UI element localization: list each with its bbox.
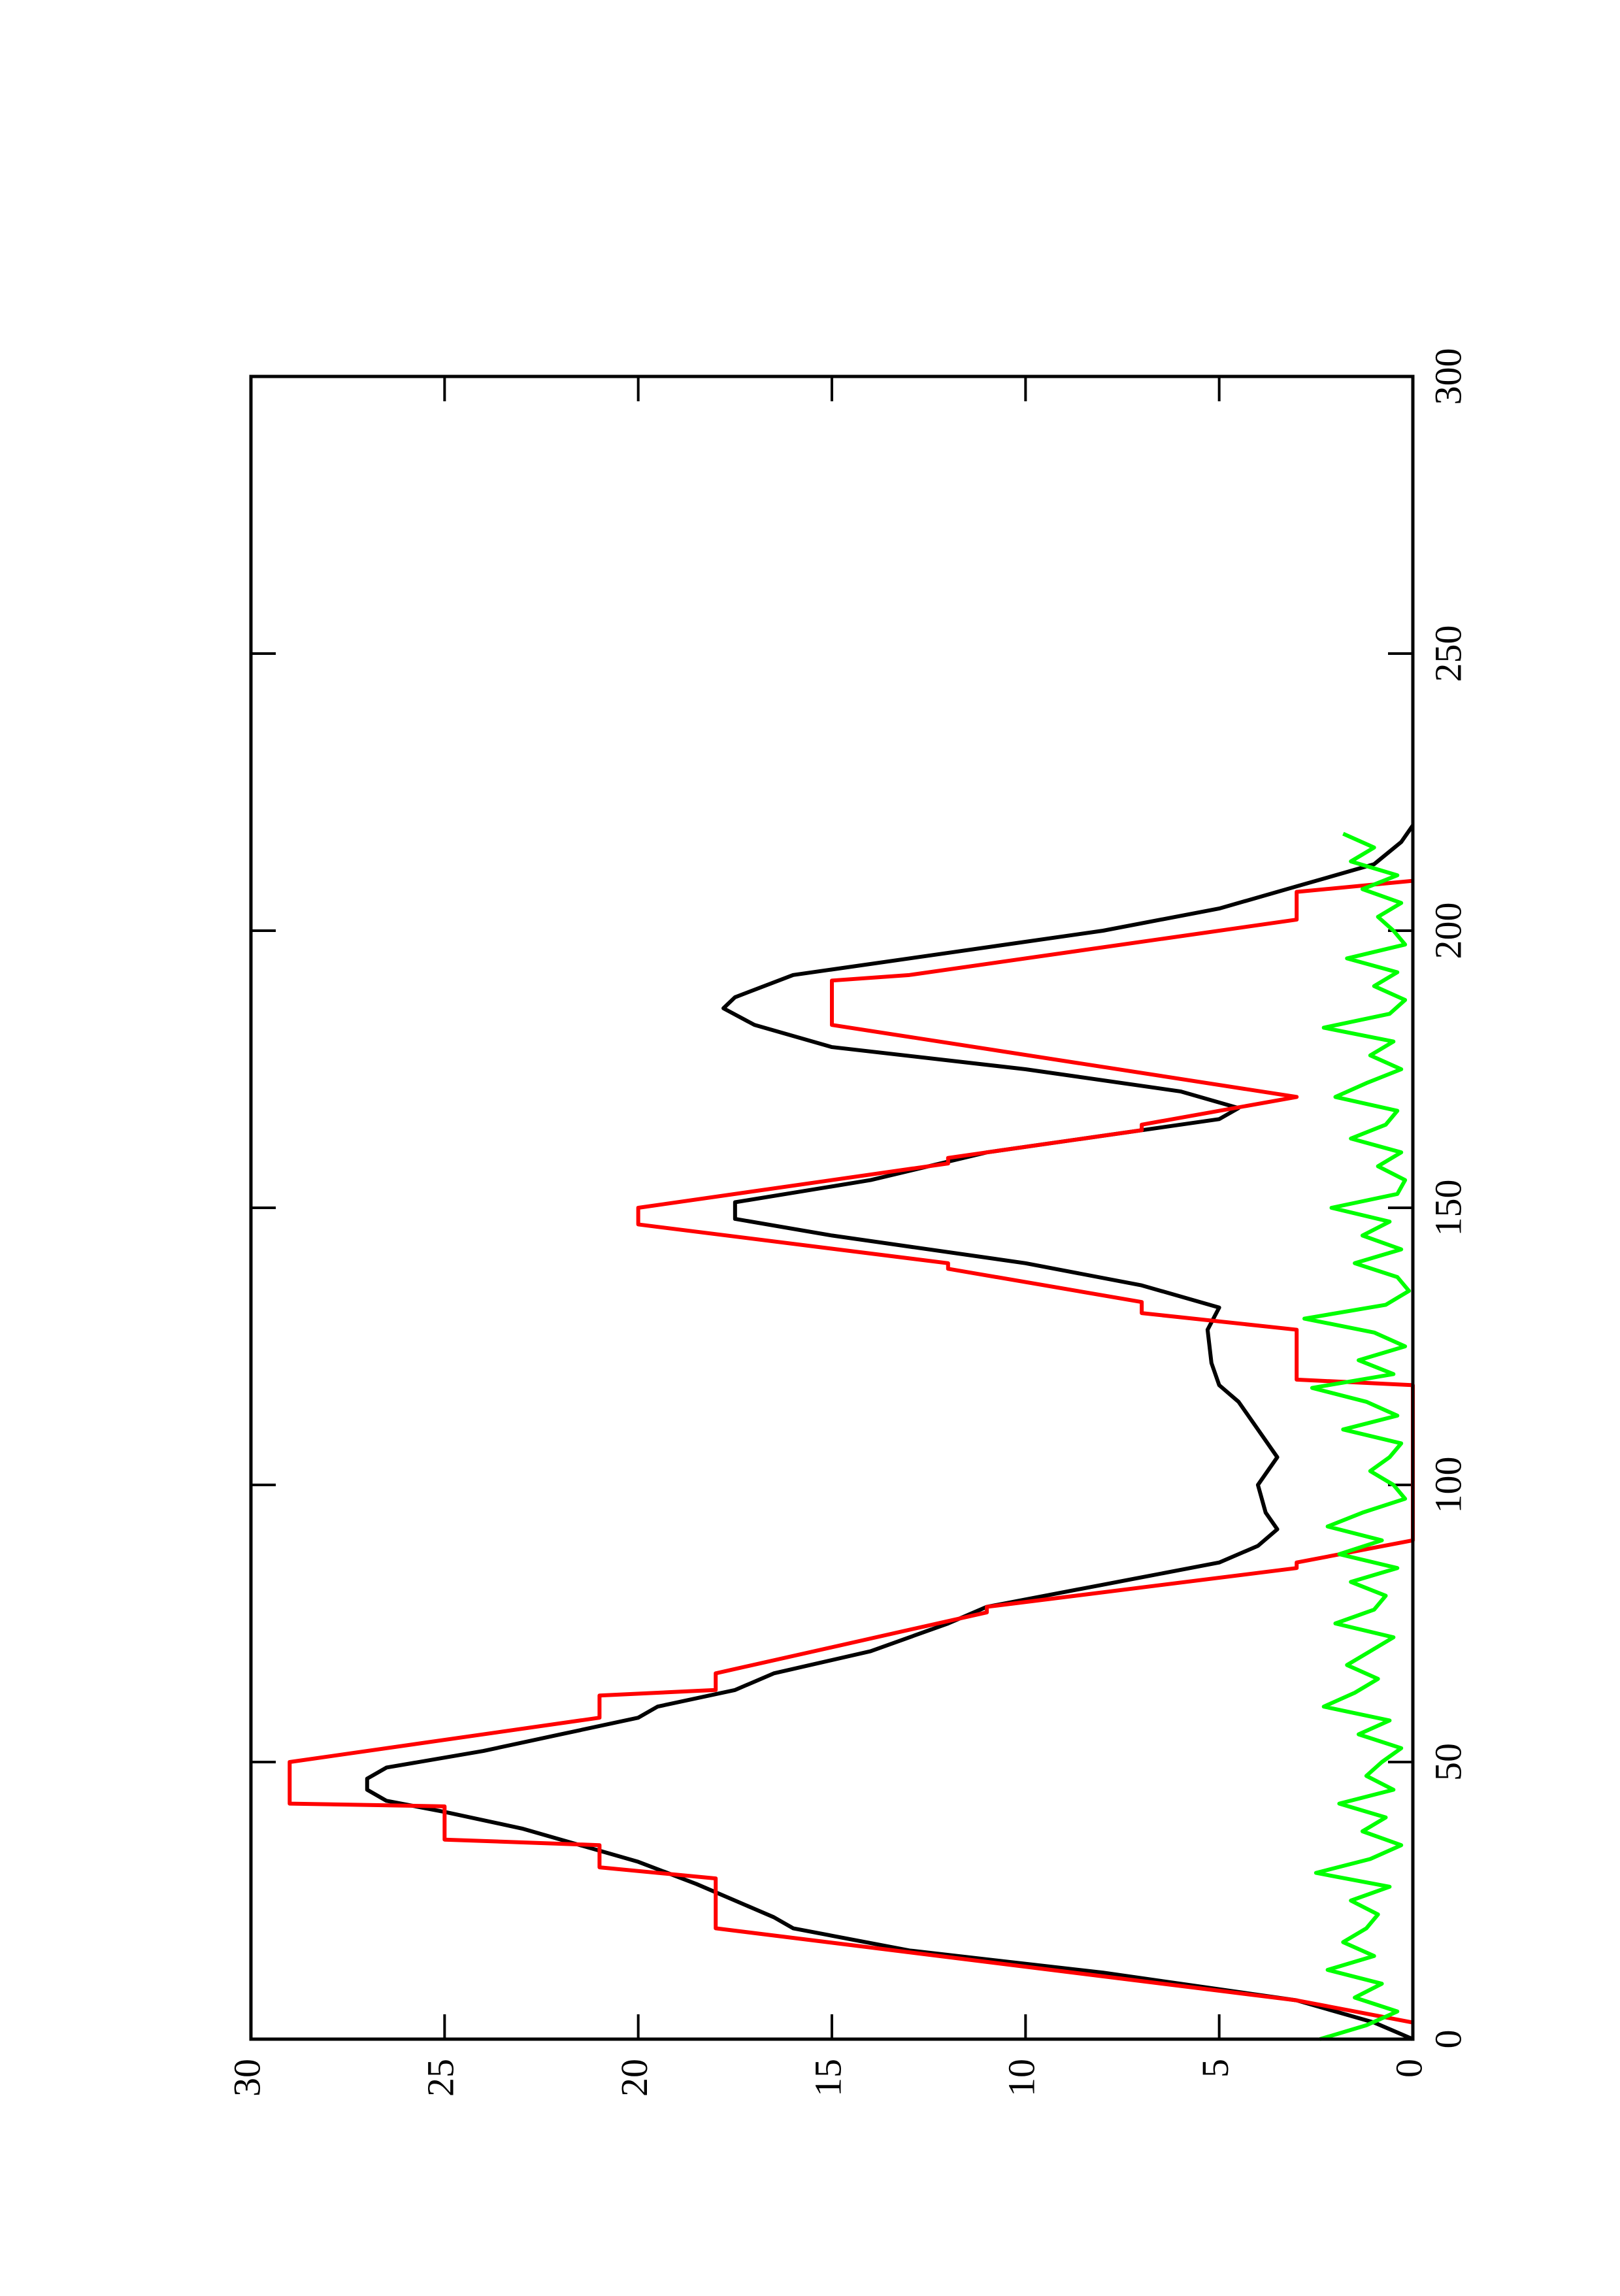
x-tick-label: 150 bbox=[1427, 1180, 1469, 1237]
series-line bbox=[288, 878, 1415, 2025]
series-line bbox=[365, 824, 1415, 2041]
x-tick-label: 50 bbox=[1427, 1743, 1469, 1781]
y-tick-label: 25 bbox=[420, 2059, 462, 2097]
x-tick-label: 250 bbox=[1427, 625, 1469, 682]
x-tick-label: 100 bbox=[1427, 1457, 1469, 1514]
x-tick-label: 300 bbox=[1427, 348, 1469, 405]
y-tick-label: 5 bbox=[1194, 2059, 1236, 2078]
y-tick-label: 15 bbox=[806, 2059, 849, 2097]
y-tick-label: 20 bbox=[613, 2059, 655, 2097]
x-tick-label: 200 bbox=[1427, 903, 1469, 959]
y-tick-label: 10 bbox=[1000, 2059, 1043, 2097]
plot-frame bbox=[249, 374, 1415, 2041]
series-line bbox=[1302, 831, 1412, 2041]
y-tick-label: 0 bbox=[1387, 2059, 1430, 2078]
x-tick-label: 0 bbox=[1427, 2030, 1469, 2049]
y-tick-label: 30 bbox=[225, 2059, 268, 2097]
